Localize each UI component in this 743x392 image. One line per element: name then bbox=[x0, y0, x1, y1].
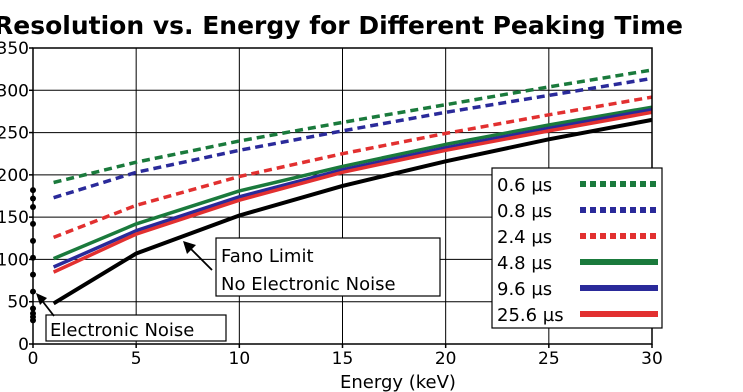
noise-annotation-arrowhead bbox=[36, 293, 47, 305]
series-line-1 bbox=[53, 68, 653, 185]
y-tick-label: 100 bbox=[0, 250, 29, 270]
legend-label-6: 25.6 µs bbox=[497, 305, 564, 326]
x-tick-label: 25 bbox=[538, 349, 560, 369]
legend-label-5: 9.6 µs bbox=[497, 279, 552, 300]
x-tick-label: 15 bbox=[332, 349, 354, 369]
noise-annotation: Electronic Noise bbox=[36, 293, 227, 342]
noise-annotation-box bbox=[45, 314, 227, 342]
legend-box bbox=[491, 167, 663, 329]
legend-label-2: 0.8 µs bbox=[497, 201, 552, 222]
x-tick-label: 5 bbox=[131, 349, 142, 369]
series-line-3 bbox=[52, 95, 653, 240]
series-line-5 bbox=[52, 107, 653, 269]
fano-annotation-arrowhead bbox=[183, 241, 196, 254]
series-line-4 bbox=[52, 105, 653, 261]
fano-annotation-box bbox=[215, 237, 441, 297]
fano-annotation-line2: No Electronic Noise bbox=[221, 274, 396, 295]
x-tick-label: 20 bbox=[435, 349, 457, 369]
y-tick-label: 350 bbox=[0, 39, 29, 59]
series-line-6 bbox=[52, 110, 653, 274]
series-layer bbox=[52, 68, 653, 306]
x-tick-label: 0 bbox=[28, 349, 39, 369]
x-tick-label: 30 bbox=[641, 349, 663, 369]
y-tick-label: 200 bbox=[0, 166, 29, 186]
y-tick-label: 250 bbox=[0, 124, 29, 144]
legend-label-3: 2.4 µs bbox=[497, 227, 552, 248]
y-tick-label: 300 bbox=[0, 81, 29, 101]
fano-annotation: Fano Limit No Electronic Noise bbox=[183, 237, 441, 297]
legend: 0.6 µs 0.8 µs 2.4 µs 4.8 µs 9.6 µs 25.6 µs bbox=[491, 167, 663, 329]
legend-label-4: 4.8 µs bbox=[497, 253, 552, 274]
y-tick-label: 150 bbox=[0, 208, 29, 228]
chart-title: Resolution vs. Energy for Different Peak… bbox=[0, 11, 683, 40]
x-axis-label: Energy (keV) bbox=[340, 372, 456, 392]
fano-annotation-line1: Fano Limit bbox=[221, 246, 314, 267]
series-line-7 bbox=[52, 117, 653, 306]
legend-label-1: 0.6 µs bbox=[497, 175, 552, 196]
y-tick-label: 0 bbox=[18, 335, 29, 355]
y-tick-label: 50 bbox=[7, 293, 29, 313]
x-tick-label: 10 bbox=[229, 349, 251, 369]
noise-annotation-text: Electronic Noise bbox=[50, 320, 194, 341]
